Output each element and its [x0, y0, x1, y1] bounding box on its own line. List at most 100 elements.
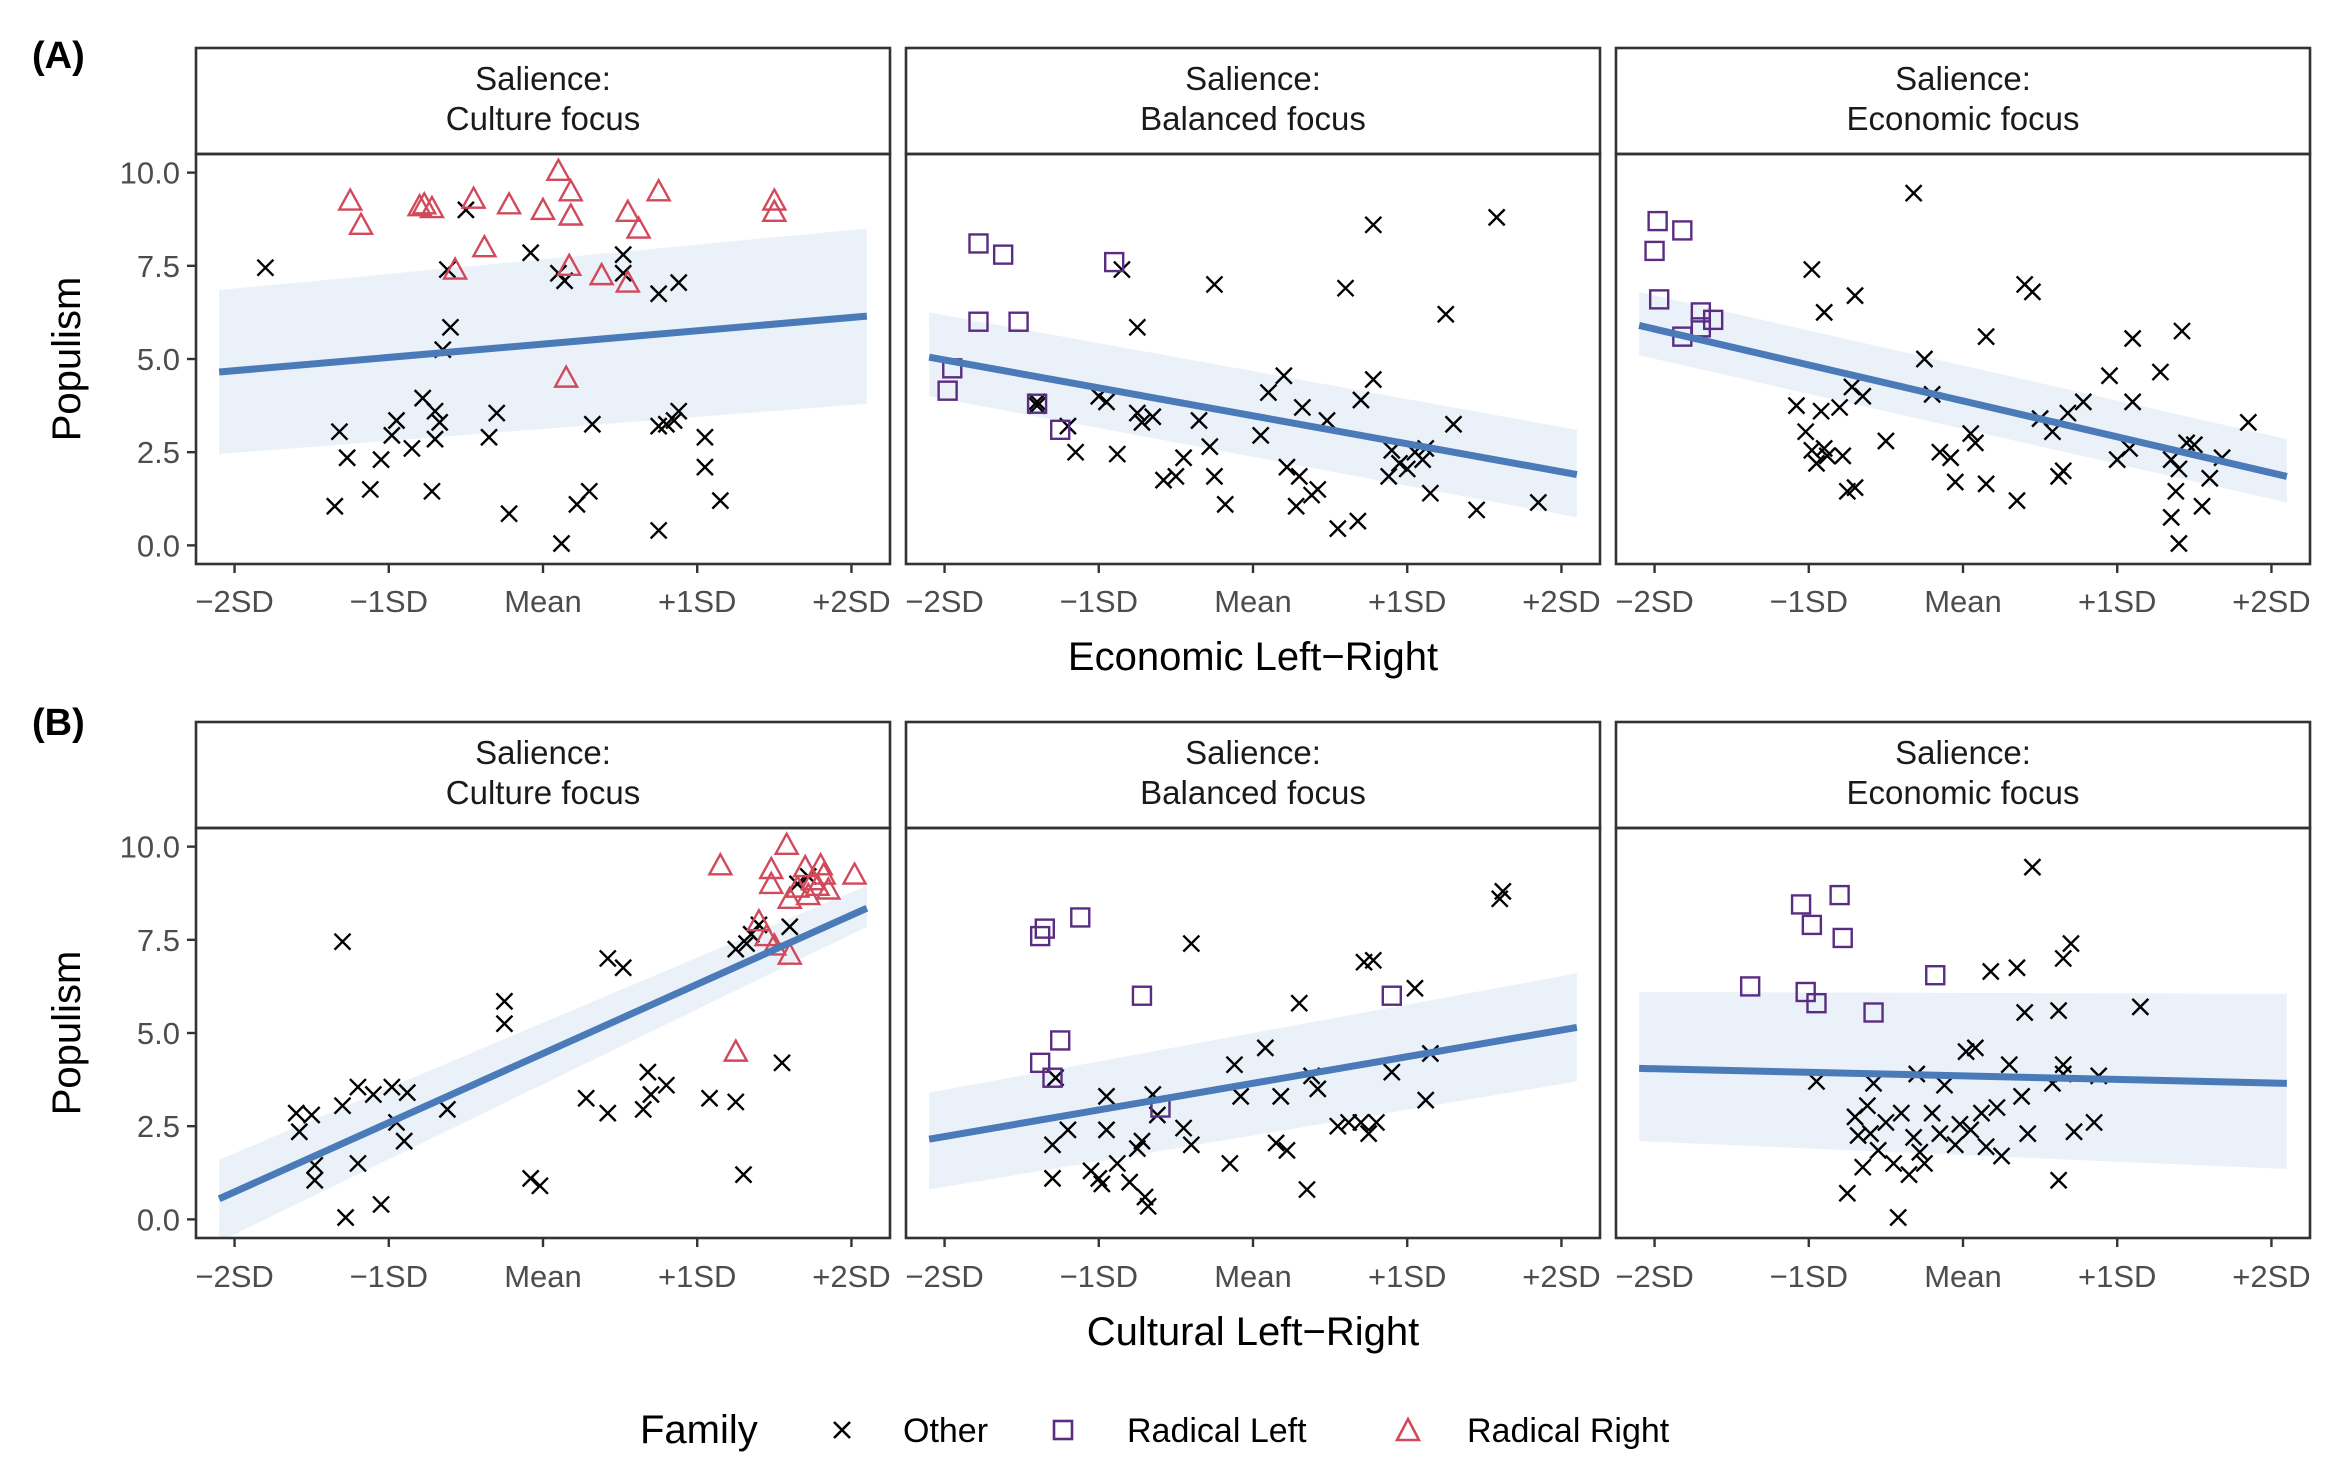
point-other	[2054, 1055, 2073, 1074]
point-stroke	[1467, 501, 1486, 519]
point-stroke	[1097, 393, 1116, 411]
x-tick-label: −2SD	[905, 584, 983, 619]
point-stroke	[2177, 434, 2196, 452]
point-radical-left	[1672, 220, 1693, 241]
point-other	[1174, 1119, 1193, 1137]
point-other	[403, 439, 421, 458]
x-tick-label: −2SD	[195, 1259, 273, 1294]
point-other	[2049, 1001, 2068, 1020]
legend-label-radical-right: Radical Right	[1467, 1412, 1670, 1450]
point-other	[2200, 469, 2219, 488]
point-other	[1861, 1124, 1880, 1143]
y-tick-label: 10.0	[120, 156, 180, 191]
point-other	[1298, 1180, 1316, 1199]
point-stroke	[1858, 1096, 1877, 1115]
point-other	[1043, 1169, 1062, 1188]
point-other	[1529, 493, 1548, 512]
point-other	[1390, 454, 1409, 473]
point-stroke	[2173, 322, 2191, 340]
point-stroke	[1349, 512, 1367, 530]
point-stroke	[1818, 447, 1837, 465]
point-stroke	[1892, 1104, 1911, 1122]
point-stroke	[325, 497, 344, 516]
point-stroke	[773, 1053, 791, 1072]
x-axis-title: Economic Left−Right	[1068, 635, 1438, 679]
x-tick-label: +2SD	[1522, 584, 1600, 619]
point-other	[1406, 979, 1424, 998]
point-other	[1935, 1076, 1954, 1095]
point-other	[1133, 1132, 1151, 1150]
point-radical-right	[810, 861, 837, 885]
x-tick-label: −2SD	[1615, 1259, 1693, 1294]
point-stroke	[1961, 1121, 1980, 1139]
y-tick-label: 0.0	[137, 1202, 180, 1237]
point-stroke	[1328, 1117, 1347, 1136]
point-other	[2023, 283, 2042, 301]
point-other	[1251, 426, 1270, 445]
x-tick-label: −1SD	[350, 1259, 428, 1294]
point-stroke	[2023, 858, 2042, 876]
point-other	[1815, 303, 1834, 322]
point-other	[1961, 1121, 1980, 1139]
point-stroke	[1787, 396, 1806, 415]
point-radical-left	[937, 380, 958, 401]
point-stroke	[1869, 1141, 1888, 1160]
x-tick-label: −1SD	[1770, 1259, 1848, 1294]
point-stroke	[441, 318, 460, 337]
point-other	[2162, 508, 2181, 527]
point-stroke	[1398, 460, 1417, 478]
point-stroke	[2015, 1003, 2034, 1022]
point-other	[430, 413, 449, 432]
point-other	[521, 243, 540, 262]
point-stroke	[1120, 1173, 1139, 1191]
point-stroke	[531, 1176, 549, 1195]
point-other	[1966, 434, 1985, 452]
point-stroke	[1877, 1113, 1895, 1132]
point-stroke	[1796, 422, 1815, 441]
point-radical-right	[406, 192, 433, 217]
point-other	[1812, 402, 1830, 421]
point-radical-right	[758, 870, 785, 895]
point-stroke	[1849, 1126, 1867, 1145]
point-stroke	[2170, 460, 2188, 478]
point-other	[1853, 387, 1872, 406]
x-icon	[833, 1421, 851, 1439]
point-stroke	[649, 284, 668, 303]
point-stroke	[614, 245, 633, 264]
plot-area	[1638, 184, 2288, 553]
point-other	[1444, 415, 1463, 434]
point-other	[1290, 994, 1309, 1013]
point-stroke	[1807, 454, 1826, 473]
point-other	[1231, 1087, 1250, 1106]
facet-panel-1-2: Salience:Balanced focus −2SD −1SD Mean +1SD +…	[904, 46, 1602, 619]
point-stroke	[598, 949, 617, 968]
point-stroke	[1815, 303, 1834, 322]
point-radical-left	[1381, 985, 1403, 1006]
point-other	[1807, 454, 1826, 473]
fit-line	[218, 312, 868, 376]
point-stroke	[372, 450, 390, 469]
point-stroke	[1900, 1165, 1918, 1184]
point-other	[1108, 1154, 1127, 1173]
point-other	[349, 1154, 367, 1173]
point-other	[2062, 934, 2080, 953]
point-other	[387, 411, 406, 430]
point-other	[2000, 1055, 2019, 1074]
point-other	[1225, 1055, 1244, 1074]
point-stroke	[1884, 1154, 1903, 1173]
strip-label-line-1: Salience:	[1185, 60, 1321, 97]
point-stroke	[403, 439, 421, 458]
point-other	[495, 1014, 514, 1033]
point-stroke	[2162, 450, 2181, 469]
point-other	[2173, 322, 2191, 340]
point-stroke	[2000, 1055, 2019, 1074]
point-other	[1259, 383, 1278, 402]
point-stroke	[1336, 279, 1355, 298]
point-other	[737, 934, 756, 953]
point-stroke	[287, 1104, 306, 1122]
point-other	[305, 1171, 324, 1190]
point-stroke	[438, 1100, 457, 1119]
point-other	[1274, 366, 1293, 385]
point-stroke	[2239, 413, 2258, 432]
point-stroke	[1133, 1132, 1151, 1150]
